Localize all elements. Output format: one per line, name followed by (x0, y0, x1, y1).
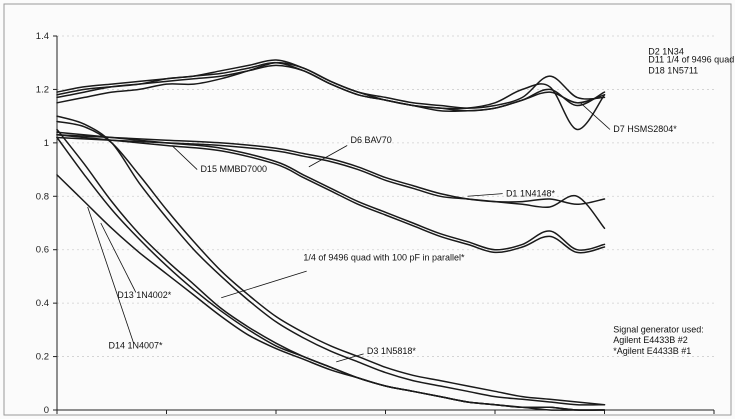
series-line-6 (56, 131, 606, 251)
annotation-label: D3 1N5818* (367, 346, 417, 356)
y-tick-label: 1 (44, 138, 49, 149)
y-tick-label: 1.4 (36, 31, 49, 42)
annotation-label: Signal generator used: (613, 325, 704, 335)
annotation-leader (336, 353, 364, 363)
y-tick-label: 0 (44, 405, 49, 416)
annotation-label: 1/4 of 9496 quad with 100 pF in parallel… (303, 252, 465, 262)
series-line-0 (56, 61, 606, 109)
annotation-leader (171, 145, 198, 170)
series-line-8 (56, 120, 606, 406)
annotation-leader (100, 222, 137, 293)
annotation-leader (467, 193, 503, 197)
annotation-label: D6 BAV70 (350, 135, 391, 145)
series-line-1 (56, 64, 606, 113)
y-tick-label: 1.2 (36, 84, 49, 95)
series-line-9 (56, 115, 606, 406)
annotation-label: D7 HSMS2804* (613, 124, 677, 134)
annotation-leader (580, 102, 611, 130)
series-line-5 (56, 134, 606, 206)
annotation-label: D1 1N4148* (506, 188, 556, 198)
series-group (56, 59, 606, 411)
annotation-leader (87, 206, 135, 344)
annotation-label: D2 1N34 (648, 47, 684, 57)
annotation-label: Agilent E4433B #2 (613, 335, 688, 345)
series-line-4 (56, 136, 606, 230)
annotation-label: D15 MMBD7000 (200, 164, 267, 174)
series-line-3 (56, 61, 606, 131)
y-tick-label: 0.2 (36, 352, 49, 363)
annotation-label: D13 1N4002* (117, 290, 172, 300)
annotation-leader (308, 145, 348, 168)
annotation-label: D14 1N4007* (108, 341, 163, 351)
series-line-12 (56, 128, 606, 411)
series-line-7 (56, 134, 606, 254)
y-tick-label: 0.8 (36, 191, 49, 202)
annotation-leader (221, 270, 307, 299)
y-tick-label: 0.4 (36, 298, 49, 309)
annotation-label: D18 1N5711 (648, 65, 698, 75)
y-tick-label: 0.6 (36, 245, 49, 256)
annotation-label: D11 1/4 of 9496 quad (648, 55, 734, 65)
series-line-2 (56, 59, 606, 112)
figure-frame (3, 3, 732, 416)
annotation-label: *Agilent E4433B #1 (613, 346, 691, 356)
